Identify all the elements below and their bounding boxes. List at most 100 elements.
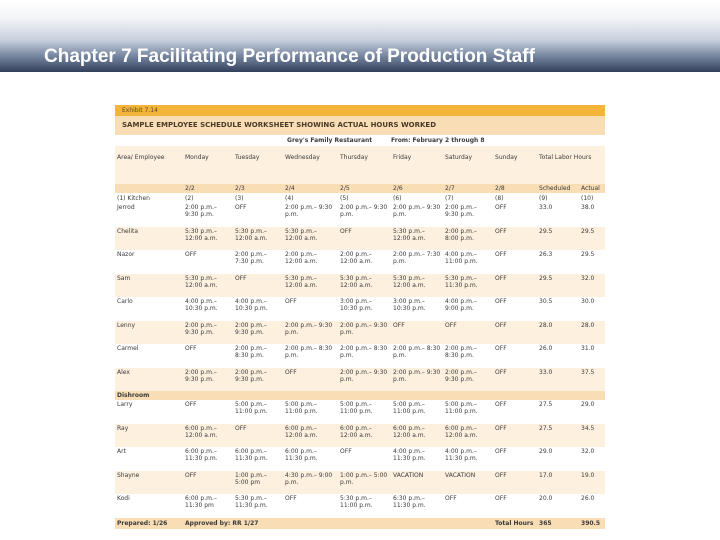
restaurant-name: Grey's Family Restaurant [283, 135, 392, 146]
shift-cell: 2:00 p.m.– 9:30 p.m. [338, 367, 392, 391]
employee-name: Sam [115, 273, 183, 297]
actual-hours: 30.0 [579, 297, 606, 321]
shift-cell: 4:00 p.m.– 10:30 p.m. [233, 297, 284, 321]
employee-row: Kodi 6:00 p.m.– 11:30 pm 5:30 p.m.– 11:30 … [115, 494, 606, 518]
shift-cell: 5:30 p.m.– 12:00 a.m. [338, 273, 392, 297]
employee-row: Shayne OFF 1:00 p.m.– 5:00 pm 4:30 p.m.– 9:… [115, 470, 606, 494]
shift-cell: OFF [493, 494, 538, 518]
column-number: (7) [443, 193, 494, 203]
shift-cell: OFF [493, 297, 538, 321]
shift-cell: 2:00 p.m.– 9:30 p.m. [338, 203, 392, 227]
total-scheduled: 365 [537, 517, 580, 529]
shift-cell: 5:30 p.m.– 12:00 a.m. [233, 226, 284, 250]
scheduled-hours: 30.5 [537, 297, 580, 321]
shift-cell: OFF [283, 297, 339, 321]
scheduled-hours: 27.5 [537, 423, 580, 447]
shift-cell: 2:00 p.m.– 9:30 p.m. [183, 320, 233, 344]
shift-cell: 2:00 p.m.– 9:30 p.m. [443, 367, 494, 391]
shift-cell: VACATION [443, 470, 494, 494]
column-header: Monday [183, 146, 233, 184]
approved-label: Approved by: RR 1/27 [183, 517, 284, 529]
shift-cell: 4:00 p.m.– 11:00 p.m. [443, 250, 494, 274]
shift-cell: 6:00 p.m.– 12:00 a.m. [391, 423, 444, 447]
shift-cell: 5:30 p.m.– 12:00 a.m. [391, 226, 444, 250]
column-number: (2) [183, 193, 233, 203]
actual-hours: 32.0 [579, 447, 606, 471]
scheduled-hours: 29.0 [537, 447, 580, 471]
actual-hours: 34.5 [579, 423, 606, 447]
schedule-exhibit: Exhibit 7.14 SAMPLE EMPLOYEE SCHEDULE WO… [115, 105, 606, 529]
actual-hours: 29.5 [579, 226, 606, 250]
shift-cell: 2:00 p.m.– 8:30 p.m. [233, 344, 284, 368]
shift-cell: 2:00 p.m.– 12:00 a.m. [283, 250, 339, 274]
employee-name: Larry [115, 400, 183, 424]
employee-name: Jerrod [115, 203, 183, 227]
shift-cell: 6:00 p.m.– 12:00 a.m. [183, 423, 233, 447]
employee-row: Lenny 2:00 p.m.– 9:30 p.m. 2:00 p.m.– 9:30… [115, 320, 606, 344]
shift-cell: OFF [493, 400, 538, 424]
shift-cell: OFF [493, 344, 538, 368]
scheduled-hours: 29.5 [537, 273, 580, 297]
shift-cell: 2:00 p.m.– 8:00 p.m. [443, 226, 494, 250]
shift-cell: 2:00 p.m.– 9:30 p.m. [183, 367, 233, 391]
column-header: Area/ Employee [115, 146, 183, 184]
employee-name: Nazor [115, 250, 183, 274]
shift-cell: 6:00 p.m.– 11:30 p.m. [283, 447, 339, 471]
shift-cell: 4:00 p.m.– 11:30 p.m. [391, 447, 444, 471]
shift-cell: 4:00 p.m.– 9:00 p.m. [443, 297, 494, 321]
shift-cell: OFF [183, 400, 233, 424]
shift-cell: OFF [233, 273, 284, 297]
shift-cell: 2:00 p.m.– 9:30 p.m. [338, 320, 392, 344]
date-cell-blank [115, 184, 183, 193]
actual-hours: 32.0 [579, 273, 606, 297]
shift-cell: 6:00 p.m.– 12:00 a.m. [443, 423, 494, 447]
column-header: Total Labor Hours [537, 146, 606, 184]
actual-hours: 31.0 [579, 344, 606, 368]
shift-cell: OFF [183, 470, 233, 494]
footer-blank [283, 517, 494, 529]
shift-cell: 5:30 p.m.– 12:00 a.m. [283, 226, 339, 250]
shift-cell: 5:30 p.m.– 12:00 a.m. [183, 226, 233, 250]
shift-cell: OFF [183, 344, 233, 368]
date-cell: 2/5 [338, 184, 392, 193]
schedule-table: Grey's Family Restaurant From: February … [115, 135, 606, 529]
scheduled-hours: 27.5 [537, 400, 580, 424]
employee-row: Ray 6:00 p.m.– 12:00 a.m. OFF 6:00 p.m.– 12… [115, 423, 606, 447]
shift-cell: OFF [233, 423, 284, 447]
actual-hours: 29.0 [579, 400, 606, 424]
date-cell: 2/8 [493, 184, 538, 193]
actual-hours: 29.5 [579, 250, 606, 274]
column-number-row: (1) Kitchen (2) (3) (4) (5) (6) (7) (8) (9) (10) [115, 193, 606, 203]
exhibit-caption: SAMPLE EMPLOYEE SCHEDULE WORKSHEET SHOWI… [115, 116, 605, 135]
shift-cell: OFF [493, 250, 538, 274]
shift-cell: 2:00 p.m.– 8:30 p.m. [338, 344, 392, 368]
employee-name: Carmel [115, 344, 183, 368]
shift-cell: OFF [338, 226, 392, 250]
shift-cell: 2:00 p.m.– 9:30 p.m. [391, 367, 444, 391]
column-number: (6) [391, 193, 444, 203]
dishroom-section-row: Dishroom [115, 391, 606, 400]
shift-cell: 5:00 p.m.– 11:00 p.m. [233, 400, 284, 424]
shift-cell: 2:00 p.m.– 9:30 p.m. [233, 320, 284, 344]
shift-cell: 6:00 p.m.– 12:00 a.m. [283, 423, 339, 447]
shift-cell: 2:00 p.m.– 9:30 p.m. [183, 203, 233, 227]
shift-cell: OFF [493, 203, 538, 227]
employee-row: Art 6:00 p.m.– 11:30 p.m. 6:00 p.m.– 11:30… [115, 447, 606, 471]
scheduled-hours: 26.3 [537, 250, 580, 274]
shift-cell: OFF [443, 494, 494, 518]
shift-cell: OFF [233, 203, 284, 227]
column-number: (5) [338, 193, 392, 203]
employee-name: Art [115, 447, 183, 471]
schedule-period: From: February 2 through 8 [391, 135, 606, 146]
shift-cell: 2:00 p.m.– 7:30 p.m. [391, 250, 444, 274]
employee-name: Chelita [115, 226, 183, 250]
shift-cell: 5:30 p.m.– 12:00 a.m. [283, 273, 339, 297]
shift-cell: 1:00 p.m.– 5:00 p.m. [338, 470, 392, 494]
actual-hours: 26.0 [579, 494, 606, 518]
shift-cell: OFF [493, 447, 538, 471]
employee-row: Nazor OFF 2:00 p.m.– 7:30 p.m. 2:00 p.m.– 1… [115, 250, 606, 274]
shift-cell: 4:00 p.m.– 10:30 p.m. [183, 297, 233, 321]
date-cell: 2/4 [283, 184, 339, 193]
shift-cell: 5:30 p.m.– 12:00 a.m. [391, 273, 444, 297]
exhibit-tag: Exhibit 7.14 [115, 105, 605, 116]
